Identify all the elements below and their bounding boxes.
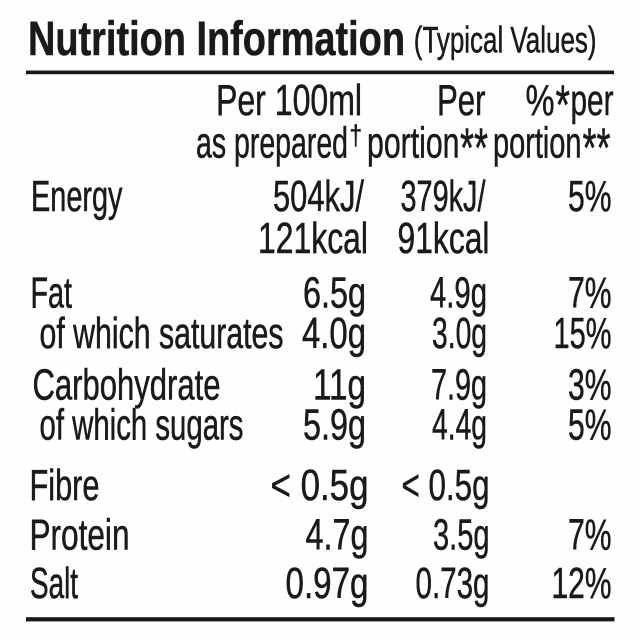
svg-text:†: † [350,120,363,151]
svg-text:Carbohydrate: Carbohydrate [33,362,221,410]
svg-text:per: per [571,77,614,125]
svg-text:< 0.5g: < 0.5g [402,462,490,510]
svg-text:379kJ/: 379kJ/ [401,173,487,221]
svg-text:0.73g: 0.73g [416,560,490,608]
svg-text:%: % [526,77,555,125]
svg-text:6.5g: 6.5g [303,270,366,318]
svg-text:Per 100ml: Per 100ml [216,77,362,125]
svg-text:Salt: Salt [30,560,78,608]
svg-text:5%: 5% [568,173,612,221]
svg-text:Fat: Fat [31,270,73,318]
svg-text:15%: 15% [554,310,612,358]
svg-text:4.0g: 4.0g [302,310,366,358]
svg-text:< 0.5g: < 0.5g [271,462,369,510]
svg-text:3.0g: 3.0g [432,310,487,358]
svg-text:Protein: Protein [30,512,130,560]
svg-text:3%: 3% [568,362,612,410]
svg-text:11g: 11g [313,362,366,410]
svg-text:4.7g: 4.7g [306,512,369,560]
svg-text:(Typical Values): (Typical Values) [414,19,597,61]
svg-text:Energy: Energy [31,173,123,221]
svg-text:Per: Per [437,77,486,125]
svg-text:**: ** [460,116,488,179]
svg-text:91kcal: 91kcal [398,215,490,263]
svg-text:portion: portion [367,120,460,168]
svg-text:as prepared: as prepared [196,120,348,168]
svg-text:4.9g: 4.9g [430,270,487,318]
svg-text:5%: 5% [568,402,612,450]
svg-text:4.4g: 4.4g [432,402,487,450]
svg-text:portion: portion [493,120,582,168]
svg-text:12%: 12% [552,560,612,608]
svg-text:3.5g: 3.5g [433,512,490,560]
svg-text:504kJ/: 504kJ/ [273,173,365,221]
svg-text:of which saturates: of which saturates [40,310,284,358]
svg-text:5.9g: 5.9g [303,402,366,450]
svg-text:121kcal: 121kcal [258,215,368,263]
svg-text:7%: 7% [568,270,612,318]
svg-text:0.97g: 0.97g [286,560,369,608]
svg-text:*: * [556,73,571,136]
svg-text:7.9g: 7.9g [431,362,487,410]
svg-text:7%: 7% [568,512,612,560]
svg-text:of which sugars: of which sugars [40,402,244,450]
svg-text:Fibre: Fibre [30,462,100,510]
svg-text:Nutrition Information: Nutrition Information [28,13,405,66]
svg-text:**: ** [583,116,611,179]
